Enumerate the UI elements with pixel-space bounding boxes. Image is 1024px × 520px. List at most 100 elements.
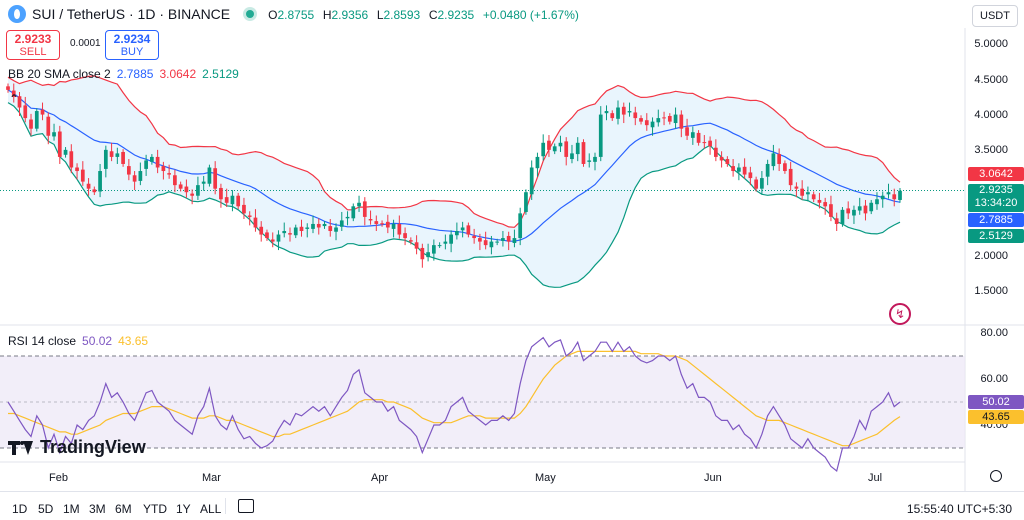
candle-body xyxy=(368,219,373,221)
candle-body xyxy=(322,223,327,227)
candle xyxy=(207,164,212,187)
candle-body xyxy=(316,223,321,228)
candle-body xyxy=(800,188,805,196)
currency-selector[interactable]: USDT xyxy=(972,5,1018,27)
time-tick: Jul xyxy=(868,472,883,484)
candle-body xyxy=(282,231,287,234)
candle xyxy=(80,161,85,186)
candle xyxy=(777,148,782,172)
range-1d[interactable]: 1D xyxy=(12,502,28,516)
candle-body xyxy=(731,166,735,172)
candle xyxy=(811,191,816,203)
candle xyxy=(489,235,494,255)
candle xyxy=(230,190,235,212)
candle xyxy=(869,199,874,215)
candle-body xyxy=(236,195,241,207)
buy-button[interactable]: 2.9234 BUY xyxy=(105,30,159,60)
bb-basis-value: 2.7885 xyxy=(116,67,154,81)
candle-body xyxy=(495,241,500,243)
rsi-ma-value: 43.65 xyxy=(118,334,149,348)
candle xyxy=(6,83,10,93)
candle xyxy=(132,171,137,191)
range-6m[interactable]: 6M xyxy=(115,502,132,516)
range-1m[interactable]: 1M xyxy=(63,502,80,516)
time-tick: Feb xyxy=(49,472,68,484)
candle-body xyxy=(242,204,246,214)
candle-body xyxy=(437,245,442,247)
range-3m[interactable]: 3M xyxy=(89,502,106,516)
candle xyxy=(449,230,453,253)
candle xyxy=(639,115,643,125)
candle-body xyxy=(817,199,822,203)
candle xyxy=(167,164,171,179)
close-value: 2.9235 xyxy=(437,7,475,22)
spread-value: 0.0001 xyxy=(70,38,101,49)
candle xyxy=(806,186,810,202)
candle-body xyxy=(144,160,148,169)
candle-body xyxy=(414,242,419,249)
basis-tag: 2.7885 xyxy=(968,213,1024,227)
candle-body xyxy=(6,86,10,90)
candle-body xyxy=(29,119,33,129)
candle xyxy=(391,219,396,238)
candle-body xyxy=(760,178,764,189)
sell-button[interactable]: 2.9233 SELL xyxy=(6,30,60,60)
candle-body xyxy=(581,142,586,164)
candle xyxy=(103,145,108,178)
range-all[interactable]: ALL xyxy=(200,502,222,516)
candle xyxy=(472,228,477,244)
calendar-icon[interactable] xyxy=(238,499,254,513)
candle-body xyxy=(633,112,638,119)
candle xyxy=(316,218,321,235)
settings-icon[interactable] xyxy=(990,470,1002,482)
candle-body xyxy=(201,181,206,184)
candle-body xyxy=(834,218,839,224)
candle-body xyxy=(794,186,799,189)
candle xyxy=(126,159,131,181)
candle-body xyxy=(150,156,154,162)
candle-body xyxy=(823,202,828,207)
candle-body xyxy=(512,238,517,244)
candle xyxy=(351,203,356,222)
candle xyxy=(75,163,79,180)
candle-body xyxy=(98,171,102,192)
rsi-legend[interactable]: RSI 14 close 50.02 43.65 xyxy=(8,334,148,348)
range-ytd[interactable]: YTD xyxy=(143,502,167,516)
collapse-legend-icon[interactable]: ⌃ xyxy=(9,92,20,106)
candle-body xyxy=(719,156,724,161)
candle-body xyxy=(829,204,833,217)
candle xyxy=(731,159,735,177)
candle-body xyxy=(213,168,218,189)
upper-band-tag: 3.0642 xyxy=(968,167,1024,181)
candle xyxy=(69,144,74,174)
candle-body xyxy=(501,238,505,241)
candle xyxy=(673,107,678,129)
candle-body xyxy=(299,226,304,232)
candle xyxy=(627,102,632,117)
candle xyxy=(86,178,91,196)
candle xyxy=(455,222,459,240)
candle-body xyxy=(184,186,189,193)
candle-body xyxy=(737,167,741,172)
range-1y[interactable]: 1Y xyxy=(176,502,191,516)
bb-legend[interactable]: BB 20 SMA close 2 2.7885 3.0642 2.5129 xyxy=(8,67,239,81)
candle xyxy=(408,237,413,245)
candle-body xyxy=(178,184,183,189)
candle xyxy=(765,159,770,186)
candle xyxy=(702,135,707,149)
range-5d[interactable]: 5D xyxy=(38,502,54,516)
candle xyxy=(875,192,879,210)
tradingview-logo[interactable]: TradingView xyxy=(8,437,146,458)
candle-body xyxy=(702,142,707,144)
candle xyxy=(380,220,384,227)
candle-body xyxy=(52,132,56,137)
candle-body xyxy=(173,175,177,186)
candle xyxy=(478,233,482,251)
candle-body xyxy=(685,127,689,136)
symbol-title[interactable]: SUI / TetherUS · 1D · BINANCE xyxy=(32,6,231,22)
candle-body xyxy=(754,179,758,189)
candle xyxy=(892,188,897,207)
price-tick: 4.5000 xyxy=(974,74,1008,86)
lightning-icon[interactable]: ↯ xyxy=(889,303,911,325)
